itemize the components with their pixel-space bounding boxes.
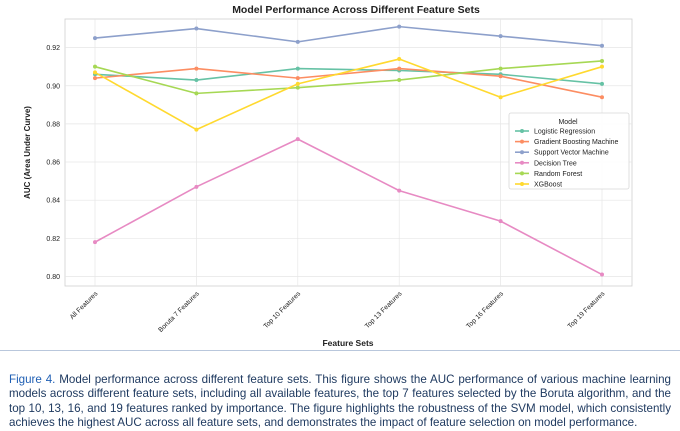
legend-swatch-marker	[520, 171, 524, 176]
y-tick-label: 0.88	[46, 121, 60, 128]
series-line	[94, 67, 603, 98]
legend-swatch-marker	[520, 129, 524, 133]
data-point	[600, 272, 604, 277]
data-point	[93, 76, 97, 81]
data-point	[397, 57, 402, 62]
legend-entry-label: Logistic Regression	[534, 129, 595, 136]
chart-title: Model Performance Across Different Featu…	[232, 4, 480, 16]
data-point	[600, 64, 604, 69]
series-lines	[93, 24, 604, 277]
legend-entry-label: Gradient Boosting Machine	[534, 139, 619, 146]
series-gradient-boosting-machine	[93, 66, 604, 100]
data-point	[397, 78, 402, 83]
figure-label: Figure 4.	[9, 372, 56, 386]
data-point	[397, 24, 402, 29]
series-line	[94, 138, 603, 276]
data-point	[498, 74, 503, 79]
data-point	[194, 66, 199, 71]
data-point	[600, 58, 604, 63]
data-point	[600, 95, 604, 100]
figure-caption: Figure 4. Model performance across diffe…	[9, 373, 671, 431]
data-point	[194, 26, 199, 31]
x-tick-label: Top 16 Features	[465, 290, 505, 330]
y-tick-labels: 0.80 0.82 0.84 0.86 0.88 0.90 0.92	[46, 45, 60, 281]
y-tick-label: 0.82	[46, 236, 60, 243]
data-point	[498, 34, 503, 39]
legend-swatch-marker	[520, 182, 524, 186]
series-line	[94, 58, 603, 131]
y-tick-label: 0.90	[46, 83, 60, 90]
series-random-forest	[93, 58, 604, 96]
series-xgboost	[93, 57, 604, 132]
data-point	[295, 39, 300, 44]
data-point	[194, 184, 199, 189]
data-point	[93, 240, 97, 245]
data-point	[295, 81, 300, 86]
data-point	[498, 66, 503, 71]
data-point	[498, 95, 503, 100]
y-axis-label: AUC (Area Under Curve)	[23, 106, 32, 199]
legend-entry-label: XGBoost	[534, 182, 562, 189]
legend-items: Logistic Regression Gradient Boosting Mac…	[515, 129, 619, 189]
series-line	[94, 60, 603, 95]
data-point	[93, 64, 97, 69]
legend-swatch-marker	[520, 139, 524, 144]
y-tick-label: 0.86	[46, 160, 60, 167]
series-support-vector-machine	[93, 24, 604, 48]
x-tick-label: Top 10 Features	[263, 290, 303, 330]
legend-entry-label: Support Vector Machine	[534, 150, 609, 157]
data-point	[295, 137, 300, 142]
series-line	[94, 67, 603, 85]
legend-swatch-marker	[520, 150, 524, 155]
series-decision-tree	[93, 137, 604, 277]
x-axis-label: Feature Sets	[322, 338, 373, 348]
y-tick-label: 0.80	[46, 274, 60, 281]
legend-entry-label: Random Forest	[534, 171, 582, 178]
series-line	[94, 25, 603, 47]
data-point	[295, 85, 300, 90]
data-point	[600, 81, 604, 86]
caption-text: Model performance across different featu…	[9, 372, 671, 430]
data-point	[295, 66, 300, 71]
legend-title: Model	[558, 119, 578, 126]
data-point	[194, 78, 199, 83]
data-point	[498, 219, 503, 224]
caption-divider	[0, 350, 680, 351]
data-point	[194, 91, 199, 96]
chart: Model Performance Across Different Featu…	[23, 4, 633, 348]
x-tick-label: Top 13 Features	[364, 290, 404, 330]
y-tick-label: 0.92	[46, 45, 60, 52]
x-tick-label: Top 19 Features	[567, 290, 607, 330]
data-point	[194, 127, 199, 132]
legend: Model Logistic Regression Gradient Boosti…	[508, 112, 630, 190]
x-tick-labels: All Features Boruta 7 Features Top 10 Feat…	[69, 290, 607, 334]
legend-entry-label: Decision Tree	[534, 160, 577, 167]
data-point	[93, 70, 97, 75]
x-tick-label: Boruta 7 Features	[157, 290, 201, 334]
data-point	[397, 188, 402, 193]
x-tick-label: All Features	[69, 290, 100, 321]
data-point	[600, 43, 604, 48]
legend-swatch-marker	[520, 160, 524, 165]
y-tick-label: 0.84	[46, 198, 60, 205]
data-point	[93, 36, 97, 41]
legend-box	[508, 112, 630, 190]
data-point	[397, 66, 402, 71]
data-point	[295, 76, 300, 81]
